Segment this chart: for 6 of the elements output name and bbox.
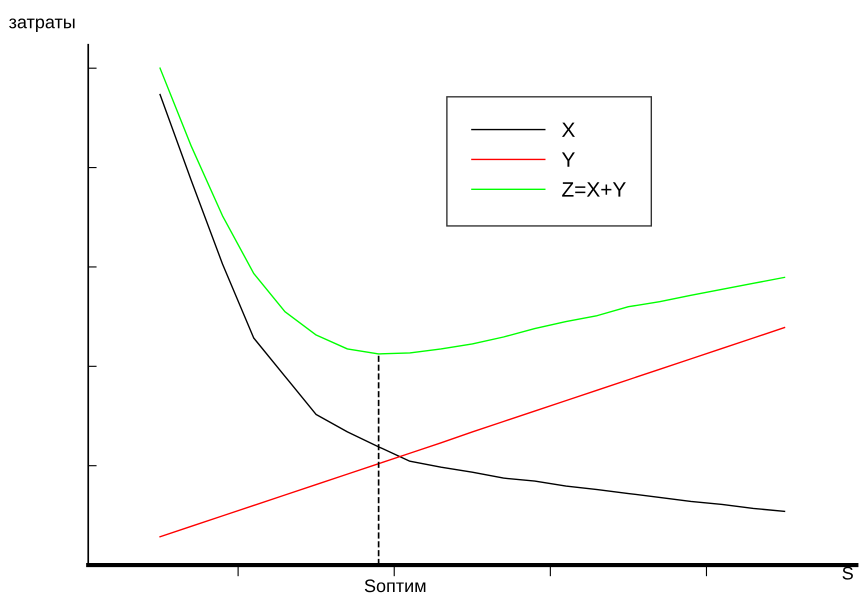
legend-label: Z=X+Y — [562, 182, 626, 197]
text: Sоптим — [364, 579, 426, 592]
y-axis-title: затраты — [9, 18, 75, 32]
x-axis-title: S — [842, 566, 853, 580]
legend-label: X — [562, 122, 575, 137]
legend-label: Y — [562, 152, 575, 167]
